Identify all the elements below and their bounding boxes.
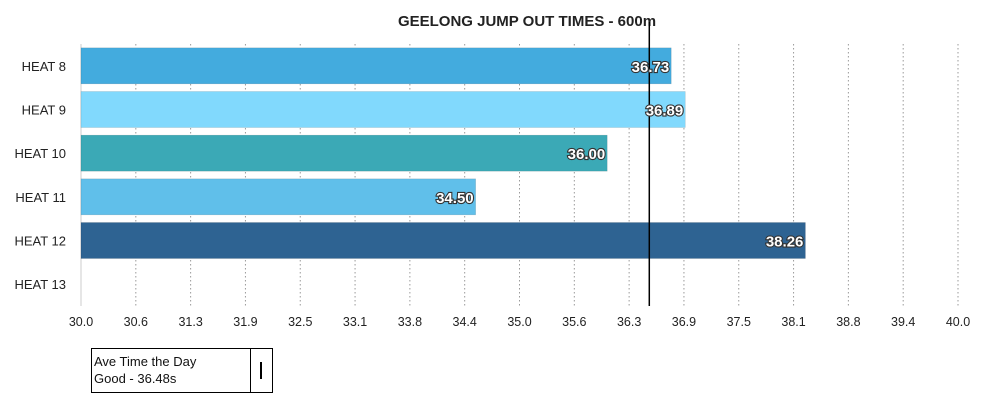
category-label: HEAT 8: [22, 59, 66, 74]
bar: [80, 134, 608, 172]
category-label: HEAT 13: [14, 277, 66, 292]
grid-lines: [80, 44, 959, 306]
data-label: 36.89: [646, 103, 684, 120]
category-label: HEAT 12: [14, 234, 66, 249]
x-tick-label: 30.6: [124, 315, 148, 329]
x-tick-label: 34.4: [453, 315, 477, 329]
category-label: HEAT 11: [15, 190, 66, 205]
x-tick-label: 35.0: [507, 315, 531, 329]
data-label: 36.00: [568, 146, 606, 163]
x-tick-label: 33.1: [343, 315, 367, 329]
x-tick-label: 39.4: [891, 315, 915, 329]
chart-title: GEELONG JUMP OUT TIMES - 600m: [398, 13, 656, 30]
bar: [80, 91, 686, 128]
category-labels: HEAT 8 HEAT 9 HEAT 10 HEAT 11 HEAT 12 HEAT 13: [14, 59, 66, 292]
x-tick-label: 38.1: [781, 315, 805, 329]
data-label: 36.73: [632, 59, 670, 76]
bar: [80, 222, 806, 259]
legend-label: Ave Time the Day Good - 36.48s: [94, 353, 250, 387]
x-tick-labels: 30.0 30.6 31.3 31.9 32.5 33.1 33.8 34.4 35.0 35.6…: [69, 315, 970, 329]
bar: [80, 178, 476, 216]
x-tick-label: 37.5: [727, 315, 751, 329]
x-tick-label: 40.0: [946, 315, 970, 329]
x-tick-label: 32.5: [288, 315, 312, 329]
data-label: 34.50: [436, 190, 474, 207]
x-tick-label: 35.6: [562, 315, 586, 329]
x-tick-label: 36.9: [672, 315, 696, 329]
bars: [80, 47, 806, 259]
bar: [80, 47, 672, 85]
x-tick-label: 38.8: [836, 315, 860, 329]
x-tick-label: 36.3: [617, 315, 641, 329]
legend-divider: [250, 349, 251, 392]
legend: Ave Time the Day Good - 36.48s: [91, 348, 273, 393]
data-label: 38.26: [766, 234, 804, 251]
x-tick-label: 30.0: [69, 315, 93, 329]
value-labels: 36.73 36.89 36.00 34.50 38.26: [435, 58, 804, 252]
x-tick-label: 33.8: [398, 315, 422, 329]
category-label: HEAT 10: [14, 146, 66, 161]
category-label: HEAT 9: [22, 103, 66, 118]
legend-line-2: Good - 36.48s: [94, 371, 177, 386]
legend-line-1: Ave Time the Day: [94, 354, 197, 369]
x-tick-label: 31.3: [178, 315, 202, 329]
x-tick-label: 31.9: [233, 315, 257, 329]
legend-reference-line-symbol: [260, 362, 262, 379]
